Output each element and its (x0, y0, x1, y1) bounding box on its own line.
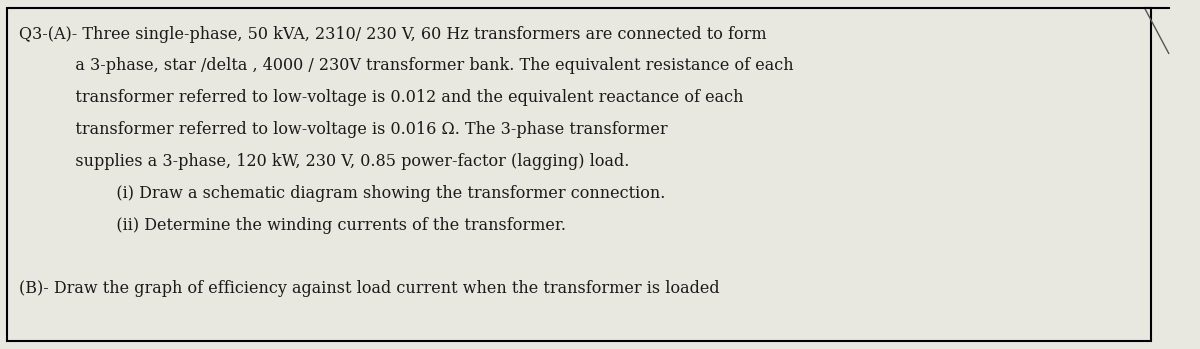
Text: (i) Draw a schematic diagram showing the transformer connection.: (i) Draw a schematic diagram showing the… (19, 185, 666, 202)
Text: supplies a 3-phase, 120 kW, 230 V, 0.85 power-factor (lagging) load.: supplies a 3-phase, 120 kW, 230 V, 0.85 … (19, 153, 630, 170)
Text: (B)- Draw the graph of efficiency against load current when the transformer is l: (B)- Draw the graph of efficiency agains… (19, 281, 720, 297)
FancyBboxPatch shape (7, 8, 1151, 341)
Text: transformer referred to low-voltage is 0.016 Ω. The 3-phase transformer: transformer referred to low-voltage is 0… (19, 121, 668, 138)
Text: transformer referred to low-voltage is 0.012 and the equivalent reactance of eac: transformer referred to low-voltage is 0… (19, 89, 744, 106)
Text: a 3-phase, star /delta , 4000 / 230V transformer bank. The equivalent resistance: a 3-phase, star /delta , 4000 / 230V tra… (19, 58, 794, 74)
Text: (ii) Determine the winding currents of the transformer.: (ii) Determine the winding currents of t… (19, 217, 566, 234)
Text: Q3-(A)- Three single-phase, 50 kVA, 2310/ 230 V, 60 Hz transformers are connecte: Q3-(A)- Three single-phase, 50 kVA, 2310… (19, 25, 767, 43)
